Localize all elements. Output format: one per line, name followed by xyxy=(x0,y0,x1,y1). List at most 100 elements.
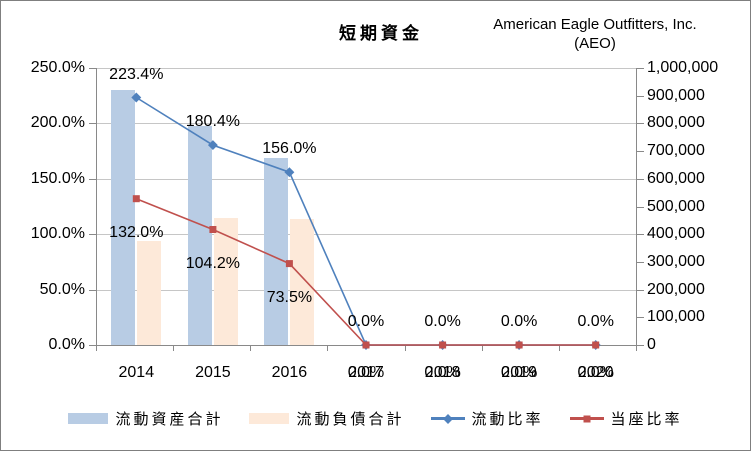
data-label: 104.2% xyxy=(185,254,241,272)
square-marker xyxy=(592,341,600,349)
axis-tick-right xyxy=(637,178,644,180)
x-category-label: 2015 xyxy=(195,364,231,381)
axis-tick-right xyxy=(637,289,644,291)
diamond-marker-icon xyxy=(442,413,453,424)
axis-label-right: 900,000 xyxy=(647,86,705,104)
axis-label-left: 50.0% xyxy=(39,280,85,298)
legend-swatch-line xyxy=(569,415,604,422)
gridline xyxy=(96,123,636,125)
axis-tick-bottom xyxy=(96,345,97,351)
chart-title: 短期資金 xyxy=(339,24,423,43)
axis-tick-bottom xyxy=(404,345,406,351)
legend-label: 当座比率 xyxy=(610,411,683,428)
legend-swatch-bar xyxy=(249,413,290,424)
diamond-marker xyxy=(284,167,295,178)
legend-item: 当座比率 xyxy=(569,408,683,429)
axis-tick-right xyxy=(637,151,644,153)
legend-label: 流動負債合計 xyxy=(296,411,405,428)
axis-tick-left xyxy=(89,289,96,291)
square-marker xyxy=(362,341,370,349)
axis-label-right: 1,000,000 xyxy=(647,59,719,76)
x-category-label: 2020 xyxy=(577,364,614,381)
axis-tick-bottom xyxy=(250,345,252,351)
data-label: 0.0% xyxy=(424,313,461,330)
axis-label-right: 400,000 xyxy=(647,225,705,243)
gridline xyxy=(96,289,636,291)
legend-item: 流動負債合計 xyxy=(249,408,404,429)
legend-label: 流動比率 xyxy=(471,411,544,428)
axis-label-right: 300,000 xyxy=(647,252,705,270)
axis-label-right: 200,000 xyxy=(647,280,705,298)
axis-label-right: 700,000 xyxy=(647,142,705,160)
legend-swatch-line xyxy=(430,413,465,424)
axis-tick-right xyxy=(637,261,644,263)
axis-tick-left xyxy=(89,123,96,125)
axis-tick-right xyxy=(637,123,644,125)
axis-tick-right xyxy=(637,68,644,69)
axis-tick-bottom xyxy=(636,345,637,351)
legend-label: 流動資産合計 xyxy=(115,411,224,428)
axis-label-left: 150.0% xyxy=(30,169,85,187)
bar-current-liabilities xyxy=(137,241,162,345)
axis-tick-right xyxy=(637,95,644,97)
axis-tick-left xyxy=(89,178,96,180)
axis-tick-right xyxy=(637,234,644,236)
data-label: 0.0% xyxy=(577,313,614,330)
axis-tick-left xyxy=(89,68,96,69)
axis-tick-right xyxy=(637,317,644,319)
data-label: 0.0% xyxy=(500,313,538,330)
data-label: 73.5% xyxy=(266,288,313,306)
bar-current-assets xyxy=(187,126,212,345)
x-category-label: 2017 xyxy=(348,364,384,381)
overlap-zero-label: 0.0% xyxy=(577,364,614,381)
axis-label-left: 0.0% xyxy=(48,336,85,353)
x-category-label: 2016 xyxy=(271,364,308,381)
axis-label-left: 200.0% xyxy=(30,114,85,132)
square-marker xyxy=(209,226,217,233)
gridline xyxy=(96,234,636,236)
bar-current-assets xyxy=(264,158,289,345)
square-marker xyxy=(439,341,447,349)
company-title-line1: American Eagle Outfitters, Inc. xyxy=(493,16,697,33)
x-category-label: 2019 xyxy=(501,364,537,381)
data-label: 180.4% xyxy=(185,113,241,131)
legend: 流動資産合計 流動負債合計 流動比率 当座比率 xyxy=(1,408,750,429)
axis-label-right: 600,000 xyxy=(647,169,705,187)
legend-item: 流動資産合計 xyxy=(68,408,223,429)
x-category-label: 2018 xyxy=(424,364,461,381)
square-marker xyxy=(285,260,293,268)
axis-label-left: 250.0% xyxy=(30,59,85,76)
axis-tick-right xyxy=(637,206,644,208)
axis-tick-bottom xyxy=(481,345,483,351)
square-marker xyxy=(515,341,523,349)
legend-item: 流動比率 xyxy=(430,408,544,429)
axis-label-left: 100.0% xyxy=(30,225,85,243)
data-label: 0.0% xyxy=(347,313,385,330)
axis-label-right: 800,000 xyxy=(647,114,705,132)
data-label: 223.4% xyxy=(109,65,164,83)
current-ratio-line xyxy=(135,96,596,346)
axis-label-right: 500,000 xyxy=(647,197,705,215)
overlap-zero-label: 0.0% xyxy=(500,364,538,381)
gridline xyxy=(96,68,636,69)
diamond-marker xyxy=(131,92,142,103)
bar-current-liabilities xyxy=(290,219,315,345)
overlap-zero-label: 0.0% xyxy=(347,364,385,381)
axis-tick-bottom xyxy=(173,345,175,351)
overlap-zero-label: 0.0% xyxy=(424,364,461,381)
square-marker-icon xyxy=(583,415,591,422)
axis-tick-left xyxy=(89,345,96,346)
axis-tick-bottom xyxy=(558,345,560,351)
data-label: 132.0% xyxy=(109,223,164,241)
axis-tick-right xyxy=(637,345,644,346)
data-label: 156.0% xyxy=(262,140,317,158)
y-axis-right xyxy=(636,68,637,345)
bar-current-assets xyxy=(111,90,136,345)
axis-label-right: 0 xyxy=(647,336,656,353)
axis-tick-bottom xyxy=(327,345,329,351)
x-category-label: 2014 xyxy=(118,364,155,381)
square-marker xyxy=(132,195,140,203)
axis-label-right: 100,000 xyxy=(647,308,705,326)
